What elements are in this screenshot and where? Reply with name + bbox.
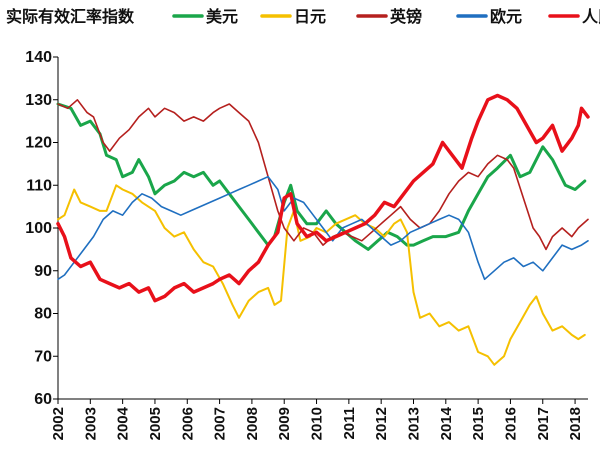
x-tick-label: 2003 [82, 407, 99, 440]
legend-label: 日元 [294, 7, 326, 26]
series-line [56, 93, 590, 303]
x-tick-label: 2018 [567, 407, 584, 440]
y-tick-label: 140 [25, 49, 52, 66]
y-tick-label: 130 [25, 92, 52, 109]
x-axis-ticks: 2002 2003 2004 2005 2006 2007 2008 2009 2010 2011… [50, 399, 584, 440]
y-tick-label: 90 [34, 263, 52, 280]
series-line [57, 184, 586, 366]
x-tick-label: 2011 [341, 407, 358, 440]
x-tick-label: 2006 [179, 407, 196, 440]
x-tick-label: 2007 [212, 407, 229, 440]
legend-label: 英镑 [389, 7, 422, 26]
x-tick-label: 2005 [147, 407, 164, 440]
x-tick-label: 2010 [309, 407, 326, 440]
x-tick-label: 2009 [276, 407, 293, 440]
y-tick-label: 60 [34, 391, 52, 408]
plot-lines [56, 93, 590, 366]
x-tick-label: 2012 [373, 407, 390, 440]
series-line [56, 102, 587, 251]
x-tick-label: 2016 [502, 407, 519, 440]
legend-label: 人民币 [582, 7, 600, 26]
x-tick-label: 2008 [244, 407, 261, 440]
y-tick-label: 70 [34, 348, 52, 365]
y-axis-ticks: 60 70 80 90 100 110 120 130 140 [25, 49, 58, 408]
y-tick-label: 110 [26, 177, 52, 194]
x-tick-label: 2004 [115, 406, 132, 440]
x-tick-label: 2017 [535, 407, 552, 440]
series-line [57, 175, 589, 281]
y-tick-label: 120 [25, 135, 52, 152]
x-tick-label: 2014 [438, 406, 455, 440]
x-tick-label: 2013 [405, 407, 422, 440]
chart-title: 实际有效汇率指数 [6, 7, 135, 26]
legend-label: 美元 [206, 7, 238, 26]
axes: 60 70 80 90 100 110 120 130 140 2002 2003 2004 2005… [25, 49, 588, 440]
series-line [57, 99, 589, 251]
legend: 美元 日元 英镑 欧元 人民币 [172, 7, 600, 26]
x-tick-label: 2002 [50, 407, 67, 440]
y-tick-label: 100 [25, 220, 52, 237]
x-tick-label: 2015 [470, 407, 487, 440]
legend-label: 欧元 [490, 7, 522, 26]
y-tick-label: 80 [34, 306, 52, 323]
